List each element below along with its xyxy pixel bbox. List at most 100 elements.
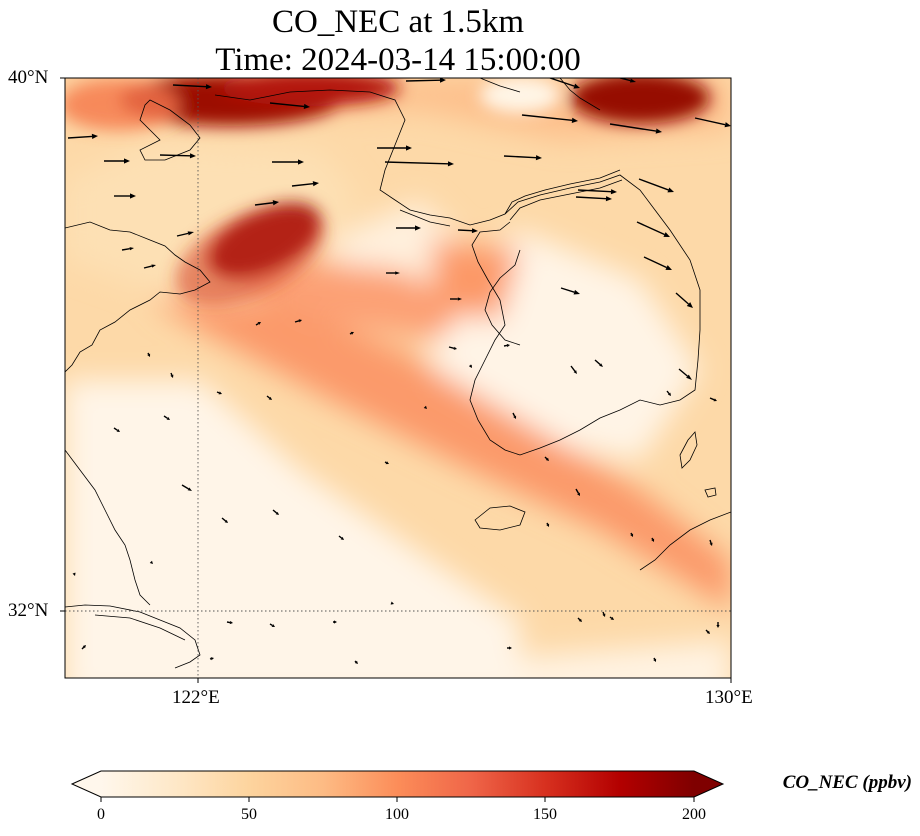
wind-arrow-head [447,161,454,167]
wind-arrow-head [298,319,302,323]
wind-arrow-shaft [546,522,549,525]
wind-arrow-head [686,302,693,308]
colorbar-label: CO_NEC (ppbv) [782,772,912,793]
wind-arrow-head [149,560,153,564]
wind-arrow-shaft [221,517,227,522]
colorbar-extend-min [72,771,101,797]
wind-arrow-shaft [457,229,473,232]
wind-arrow-shaft [694,117,726,126]
wind-arrow-shaft [181,484,189,490]
wind-arrow-head [189,153,196,159]
wind-arrow-shaft [602,611,605,615]
wind-arrow-head [415,225,421,231]
x-tick-122e: 122°E [172,687,220,708]
wind-arrow-shaft [266,395,271,399]
wind-arrow-shaft [67,135,93,139]
wind-arrow-head [667,392,671,396]
wind-arrow-shaft [170,372,173,376]
wind-arrow-head [303,103,310,109]
wind-arrow-shaft [609,616,613,619]
wind-arrow-head [271,624,275,627]
wind-arrow-head [457,297,462,301]
wind-arrow-head [187,487,192,491]
wind-arrow-head [334,620,337,624]
wind-arrow-shaft [512,412,516,417]
wind-arrow-shaft [269,102,305,108]
wind-arrow-head [599,363,603,367]
wind-arrow-shaft [643,256,667,269]
wind-arrow-head [218,391,222,395]
wind-arrow-head [716,625,720,628]
wind-arrow-head [72,572,76,576]
wind-arrow-shaft [254,202,274,206]
wind-arrow-head [602,613,606,617]
wind-arrow-head [312,181,319,187]
colorbar-tick-200: 200 [682,806,706,823]
colorbar-tick-50: 50 [241,806,257,823]
wind-arrow-shaft [272,509,278,514]
wind-arrow-shaft [291,182,314,187]
wind-arrow-shaft [575,196,607,200]
wind-arrow-shaft [577,189,612,193]
wind-arrow-head [205,84,212,90]
wind-arrow-head [129,247,134,251]
wind-arrow-head [506,343,510,348]
wind-arrow-shaft [636,221,665,236]
y-tick-40n: 40°N [8,67,49,88]
wind-arrow-head [630,533,634,537]
concentration-field [65,78,731,678]
wind-arrow-shaft [172,84,207,88]
colorbar-gradient [101,771,694,797]
wind-arrow-shaft [709,539,712,544]
wind-arrow-shaft [577,617,581,621]
wind-arrow-head [453,346,457,350]
wind-arrow-head [166,417,170,420]
wind-arrow-head [298,159,304,165]
wind-arrow-head [91,133,98,139]
wind-arrow-head [706,630,710,634]
wind-arrow-shaft [216,391,220,394]
wind-arrow-shaft [294,320,300,323]
wind-arrow-head [629,78,636,83]
wind-arrow-shaft [653,657,656,660]
wind-arrow-head [667,187,674,193]
wind-arrow-head [509,646,512,650]
wind-arrow-head [686,374,692,380]
wind-arrow-shaft [113,427,118,431]
wind-arrow-head [229,620,233,625]
wind-arrow-head [257,322,261,325]
wind-arrow-shaft [159,154,191,157]
map-frame [64,77,732,679]
wind-arrow-head [187,231,194,236]
wind-arrow-head [210,657,214,661]
wind-arrow-shaft [176,232,189,237]
colorbar-tick-150: 150 [533,806,557,823]
wind-arrow-shaft [609,123,657,132]
wind-arrow-head [82,645,86,649]
wind-arrow-head [268,396,272,400]
wind-arrow-head [406,145,412,151]
wind-arrow-head [605,196,612,202]
wind-arrow-shaft [503,344,508,347]
wind-arrow-shaft [705,629,709,633]
wind-arrow-shaft [709,397,715,401]
wind-arrow-shaft [338,535,343,539]
wind-arrow-shaft [594,359,601,366]
wind-arrow-head [573,289,580,295]
wind-arrow-head [545,457,549,461]
y-tick-32n: 32°N [8,600,49,621]
wind-arrow-shaft [384,161,449,165]
wind-arrow-head [610,616,614,620]
wind-arrow-head [350,331,354,335]
wind-arrow-head [653,658,657,662]
wind-arrow-shaft [163,415,168,419]
wind-arrow-head [224,519,228,523]
wind-arrow-shaft [503,155,537,159]
wind-arrow-shaft [549,78,575,87]
wind-arrow-head [395,271,400,275]
wind-arrow-head [423,405,427,409]
wind-arrow-head [578,618,582,622]
wind-arrow-head [340,536,344,540]
wind-arrow-head [665,265,672,270]
coastlines [65,78,731,669]
